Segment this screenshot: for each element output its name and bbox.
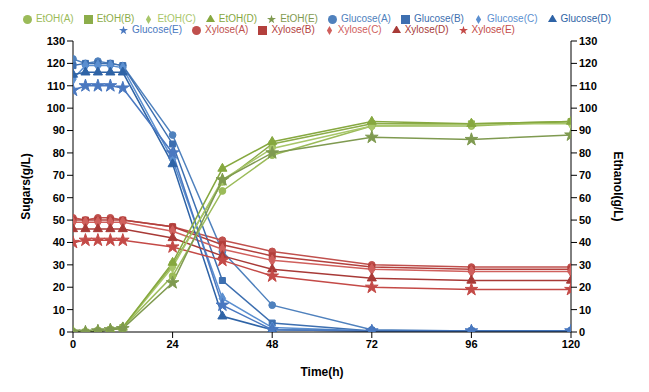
html-text:Xylose(B): Xylose(B) [271,24,315,35]
svg-text:70: 70 [53,169,65,181]
svg-text:0: 0 [59,326,65,338]
html-text:EtOH(E): EtOH(E) [280,13,318,24]
svg-text:80: 80 [579,147,591,159]
svg-text:120: 120 [562,338,580,350]
svg-text:90: 90 [53,124,65,136]
svg-text:60: 60 [579,192,591,204]
html-text:Xylose(D): Xylose(D) [404,24,449,35]
svg-text:10: 10 [53,304,65,316]
svg-text:110: 110 [47,80,65,92]
svg-text:30: 30 [53,259,65,271]
html-text:Glucose(D): Glucose(D) [560,13,612,24]
svg-text:20: 20 [53,281,65,293]
html-text:Glucose(B): Glucose(B) [413,13,464,24]
svg-text:50: 50 [579,214,591,226]
svg-text:50: 50 [53,214,65,226]
svg-text:130: 130 [47,35,65,47]
html-text:Xylose(C): Xylose(C) [337,24,382,35]
svg-text:96: 96 [465,338,477,350]
svg-text:Time(h): Time(h) [300,365,343,379]
svg-text:70: 70 [579,169,591,181]
html-text:EtOH(C): EtOH(C) [157,13,196,24]
svg-text:60: 60 [53,192,65,204]
svg-text:20: 20 [579,281,591,293]
svg-text:0: 0 [70,338,76,350]
html-text:Xylose(A): Xylose(A) [205,24,249,35]
svg-text:48: 48 [266,338,278,350]
svg-text:130: 130 [579,35,597,47]
html-text:EtOH(D): EtOH(D) [218,13,258,24]
html-text:Glucose(C): Glucose(C) [487,13,538,24]
svg-text:0: 0 [579,326,585,338]
html-text:Glucose(E): Glucose(E) [132,24,183,35]
svg-text:100: 100 [579,102,597,114]
svg-text:40: 40 [53,236,65,248]
svg-text:10: 10 [579,304,591,316]
svg-text:24: 24 [166,338,179,350]
svg-text:Sugars(g/L): Sugars(g/L) [19,153,33,220]
html-text:EtOH(A): EtOH(A) [35,13,74,24]
svg-text:80: 80 [53,147,65,159]
svg-text:Ethanol(g/L): Ethanol(g/L) [611,152,625,222]
html-text:Glucose(A): Glucose(A) [340,13,391,24]
svg-text:72: 72 [366,338,378,350]
svg-text:100: 100 [47,102,65,114]
html-text:Xylose(E): Xylose(E) [471,24,515,35]
svg-text:110: 110 [579,80,597,92]
svg-text:40: 40 [579,236,591,248]
svg-text:90: 90 [579,124,591,136]
html-text:EtOH(B): EtOH(B) [96,13,135,24]
svg-text:120: 120 [47,57,65,69]
svg-text:120: 120 [579,57,597,69]
svg-text:30: 30 [579,259,591,271]
